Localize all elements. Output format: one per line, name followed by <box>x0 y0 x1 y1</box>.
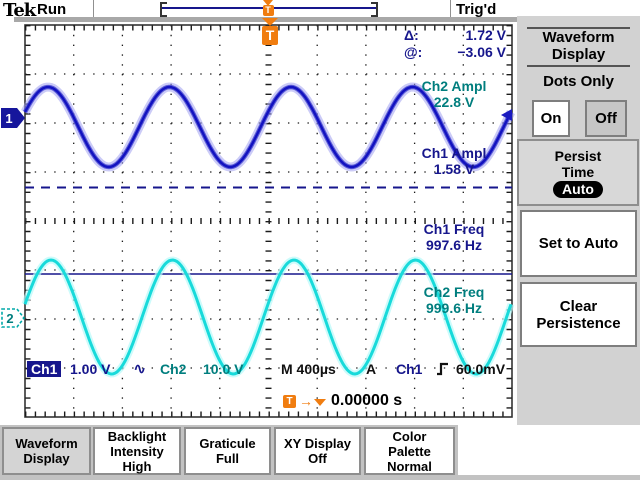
menu-button-line: High <box>122 458 152 474</box>
ch1-ground-marker: 1 <box>1 108 25 128</box>
menu-rule <box>527 65 630 67</box>
trigger-t-icon: T <box>283 395 296 408</box>
dots-only-on-button[interactable]: On <box>532 100 570 137</box>
rising-edge-icon <box>437 362 448 376</box>
measurement-value: 997.6 Hz <box>425 237 483 253</box>
graticule <box>21 24 516 418</box>
measurement-ch2-ampl: Ch2 Ampl 22.8 V <box>398 78 510 110</box>
arrow-right-icon: → <box>299 393 313 409</box>
measurement-ch1-freq: Ch1 Freq 997.6 Hz <box>398 221 510 253</box>
timebase-readout: M 400µs <box>281 361 336 377</box>
measurement-label: Ch2 Freq <box>423 284 485 300</box>
trigger-position-marker-icon: T <box>262 0 274 16</box>
measurement-ch1-ampl: Ch1 Ampl 1.58 V <box>398 145 510 177</box>
menu-title-line: Waveform <box>542 29 615 46</box>
acquire-mode: A <box>366 361 377 377</box>
ch1-scale: 1.00 V <box>70 361 111 377</box>
ch2-trace <box>23 258 513 376</box>
window-bracket-left-icon <box>160 2 167 17</box>
measurement-label: Ch2 Ampl <box>421 78 487 94</box>
menu-button-line: Normal <box>387 458 432 474</box>
menu-button-line: Backlight <box>107 428 167 444</box>
dots-only-off-button[interactable]: Off <box>585 100 627 137</box>
menu-button-line: Off <box>308 451 327 466</box>
persist-time-button[interactable]: Persist Time Auto <box>517 139 639 206</box>
topbar-divider <box>450 0 451 17</box>
menu-button-line: Intensity <box>110 443 164 459</box>
horizontal-position-readout: 0.00000 s <box>331 392 403 409</box>
menu-button-line: Display <box>23 451 70 466</box>
ch1-badge: Ch1 <box>27 361 62 377</box>
menu-rule <box>527 27 630 29</box>
ch2-marker-label: 2 <box>6 311 13 326</box>
trigger-status: Trig'd <box>456 1 497 18</box>
persist-label-line: Persist <box>554 147 602 164</box>
measurement-ch2-freq: Ch2 Freq 999.6 Hz <box>398 284 510 316</box>
window-bracket-right-icon <box>371 2 378 17</box>
trigger-position-bar: T <box>160 0 378 17</box>
cursor-delta-label: Δ: <box>404 27 419 43</box>
trigger-horizontal-marker: T <box>261 18 279 45</box>
measurement-value: 1.58 V <box>433 161 475 177</box>
menu-button-line: Full <box>215 451 240 466</box>
persist-label-line: Time <box>561 163 595 180</box>
trigger-t-icon: T <box>262 26 278 45</box>
triangle-down-icon <box>314 399 326 406</box>
trigger-level-arrow-icon <box>501 109 512 121</box>
menu-button-line: XY Display <box>284 436 351 451</box>
clear-label-line: Clear <box>559 297 598 315</box>
ch1-coupling-icon: ∿ <box>133 361 147 378</box>
menu-button-xy-display[interactable]: XY Display Off <box>274 427 361 475</box>
menu-title-line: Display <box>551 46 606 63</box>
acquisition-status: Run <box>37 1 67 18</box>
menu-button-line: Color <box>392 428 427 444</box>
ch1-marker-label: 1 <box>5 111 12 126</box>
set-to-auto-button[interactable]: Set to Auto <box>520 210 637 277</box>
triangle-down-icon <box>262 18 278 26</box>
menu-button-line: Waveform <box>15 436 78 451</box>
ch2-scale: 10.0 V <box>203 361 244 377</box>
cursor-at-label: @: <box>404 44 423 60</box>
ch1-trace <box>23 85 513 169</box>
measurement-value: 22.8 V <box>433 94 475 110</box>
measurement-label: Ch1 Freq <box>423 221 485 237</box>
menu-button-line: Palette <box>388 443 431 459</box>
triangle-down-icon <box>263 0 273 6</box>
menu-button-graticule[interactable]: Graticule Full <box>184 427 271 475</box>
trigger-source: Ch1 <box>396 361 423 377</box>
topbar-divider <box>93 0 94 17</box>
measurement-value: 999.6 Hz <box>425 300 483 316</box>
menu-button-waveform-display[interactable]: Waveform Display <box>2 427 91 475</box>
tek-logo: Tek <box>3 0 36 21</box>
bottom-menu-bar: Waveform Display Backlight Intensity Hig… <box>0 425 640 480</box>
clear-label-line: Persistence <box>536 314 621 332</box>
trigger-level-readout: 60.0mV <box>456 361 506 377</box>
trigger-t-icon: T <box>262 5 274 16</box>
side-menu-panel: Waveform Display Dots Only On Off Persis… <box>517 16 640 425</box>
cursor-readout: Δ: 1.72 V @: −3.06 V <box>404 27 506 61</box>
menu-title: Waveform Display <box>517 29 640 63</box>
cursor-delta-value: 1.72 V <box>465 27 506 43</box>
menu-button-color-palette[interactable]: Color Palette Normal <box>364 427 455 475</box>
ch2-ground-marker: 2 <box>1 308 26 328</box>
menu-button-backlight-intensity[interactable]: Backlight Intensity High <box>93 427 181 475</box>
ch2-label: Ch2 <box>160 361 187 377</box>
clear-persistence-button[interactable]: Clear Persistence <box>520 282 637 347</box>
persist-value-badge: Auto <box>553 180 603 198</box>
bottom-bar-edge <box>458 475 640 480</box>
measurement-label: Ch1 Ampl <box>421 145 487 161</box>
dots-only-label: Dots Only <box>543 73 614 90</box>
menu-button-line: Graticule <box>199 436 256 451</box>
cursor-at-value: −3.06 V <box>457 44 506 60</box>
